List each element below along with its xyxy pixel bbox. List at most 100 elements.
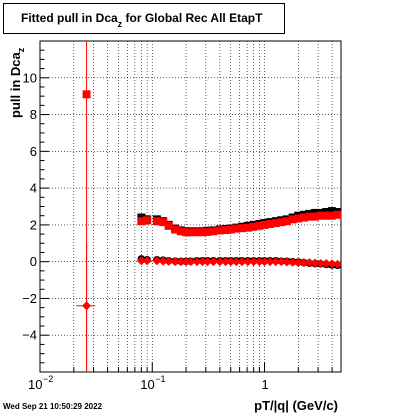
data-point-diamond bbox=[237, 257, 247, 267]
data-point-square bbox=[164, 221, 173, 230]
data-point-diamond bbox=[82, 301, 92, 311]
data-point-diamond bbox=[333, 259, 343, 269]
series-3 bbox=[76, 243, 343, 372]
x-tick-labels: 10 −2 10 −1 1 bbox=[28, 374, 269, 392]
data-point-square bbox=[316, 211, 325, 220]
data-point-square bbox=[311, 212, 320, 221]
y-tick-label: 8 bbox=[30, 107, 37, 122]
x-tick-label: 1 bbox=[262, 377, 269, 392]
data-point-diamond bbox=[176, 257, 186, 267]
data-point-diamond bbox=[208, 257, 218, 267]
data-point-diamond bbox=[271, 257, 281, 267]
data-point-square bbox=[182, 228, 191, 237]
x-tick-label: 10 bbox=[28, 377, 42, 392]
data-point-square bbox=[82, 90, 91, 99]
data-point-diamond bbox=[304, 258, 314, 268]
y-tick-label: 10 bbox=[23, 70, 37, 85]
data-point-square bbox=[198, 228, 207, 237]
data-point-square bbox=[176, 227, 185, 236]
data-point-square bbox=[260, 220, 269, 229]
data-point-diamond bbox=[215, 257, 225, 267]
data-point-diamond bbox=[260, 257, 270, 267]
data-point-square bbox=[282, 217, 291, 226]
data-point-diamond bbox=[231, 257, 241, 267]
y-ticks bbox=[40, 40, 49, 373]
data-point-square bbox=[322, 211, 331, 220]
data-point-diamond bbox=[310, 258, 320, 268]
data-point-square bbox=[305, 212, 314, 221]
data-point-square bbox=[249, 222, 258, 231]
data-point-diamond bbox=[202, 257, 212, 267]
data-point-square bbox=[186, 228, 195, 237]
data-point-square bbox=[294, 214, 303, 223]
data-point-diamond bbox=[221, 257, 231, 267]
data-point-diamond bbox=[321, 259, 331, 269]
data-point-square bbox=[255, 221, 264, 230]
data-point-diamond bbox=[327, 259, 337, 269]
chart-title-main: Fitted pull in Dca bbox=[21, 11, 118, 25]
x-tick-label-exponent: −1 bbox=[155, 374, 165, 384]
chart-title: Fitted pull in Dcaz for Global Rec All E… bbox=[21, 11, 263, 29]
data-point-diamond bbox=[181, 257, 191, 267]
data-point-square bbox=[277, 218, 286, 227]
y-axis-label: pull in Dcaz bbox=[8, 47, 26, 118]
data-point-square bbox=[159, 218, 168, 227]
x-tick-label-exponent: −2 bbox=[43, 374, 53, 384]
y-tick-label: 2 bbox=[30, 217, 37, 232]
data-point-diamond bbox=[265, 257, 275, 267]
data-point-diamond bbox=[316, 259, 326, 269]
y-tick-label: −2 bbox=[22, 291, 37, 306]
chart-title-subscript: z bbox=[117, 19, 123, 29]
data-point-diamond bbox=[288, 257, 298, 267]
data-point-diamond bbox=[254, 257, 264, 267]
data-point-diamond bbox=[249, 257, 259, 267]
data-point-diamond bbox=[276, 257, 286, 267]
data-point-square bbox=[237, 224, 246, 233]
chart-title-box: Fitted pull in Dcaz for Global Rec All E… bbox=[3, 3, 285, 34]
data-point-square bbox=[243, 223, 252, 232]
data-point-square bbox=[143, 216, 152, 225]
data-point-square bbox=[232, 224, 241, 233]
data-point-square bbox=[221, 226, 230, 235]
data-point-diamond bbox=[170, 257, 180, 267]
data-point-diamond bbox=[293, 258, 303, 268]
data-point-square bbox=[171, 225, 180, 234]
y-tick-label: 4 bbox=[30, 181, 37, 196]
data-point-square bbox=[152, 217, 161, 226]
data-point-diamond bbox=[299, 258, 309, 268]
timestamp: Wed Sep 21 10:50:29 2022 bbox=[3, 402, 103, 411]
data-point-diamond bbox=[282, 257, 292, 267]
data-point-diamond bbox=[164, 256, 174, 266]
data-point-square bbox=[266, 219, 275, 228]
y-tick-label: −4 bbox=[22, 328, 37, 343]
y-tick-labels: −4 −2 0 2 4 6 8 10 bbox=[22, 70, 37, 342]
data-point-square bbox=[192, 228, 201, 237]
data-point-diamond bbox=[158, 256, 168, 266]
data-point-diamond bbox=[192, 257, 202, 267]
data-point-diamond bbox=[243, 257, 253, 267]
y-tick-label: 6 bbox=[30, 144, 37, 159]
data-point-square bbox=[271, 219, 280, 228]
data-point-square bbox=[299, 213, 308, 222]
data-point-square bbox=[215, 226, 224, 235]
data-point-diamond bbox=[186, 257, 196, 267]
data-point-diamond bbox=[136, 256, 146, 266]
data-point-square bbox=[288, 215, 297, 224]
data-point-square bbox=[226, 225, 235, 234]
data-point-diamond bbox=[142, 256, 152, 266]
x-tick-label: 10 bbox=[140, 377, 154, 392]
data-point-diamond bbox=[152, 256, 162, 266]
chart-title-rest: for Global Rec All EtapT bbox=[122, 11, 263, 25]
data-point-square bbox=[203, 227, 212, 236]
data-point-diamond bbox=[197, 257, 207, 267]
data-point-square bbox=[327, 207, 336, 216]
data-point-square bbox=[209, 227, 218, 236]
data-point-square bbox=[327, 211, 336, 220]
data-point-diamond bbox=[226, 257, 236, 267]
y-tick-label: 0 bbox=[30, 254, 37, 269]
data-point-square bbox=[137, 217, 146, 226]
y-axis-label-subscript: z bbox=[16, 47, 26, 53]
data-point-square bbox=[333, 210, 342, 219]
x-ticks bbox=[39, 362, 333, 372]
